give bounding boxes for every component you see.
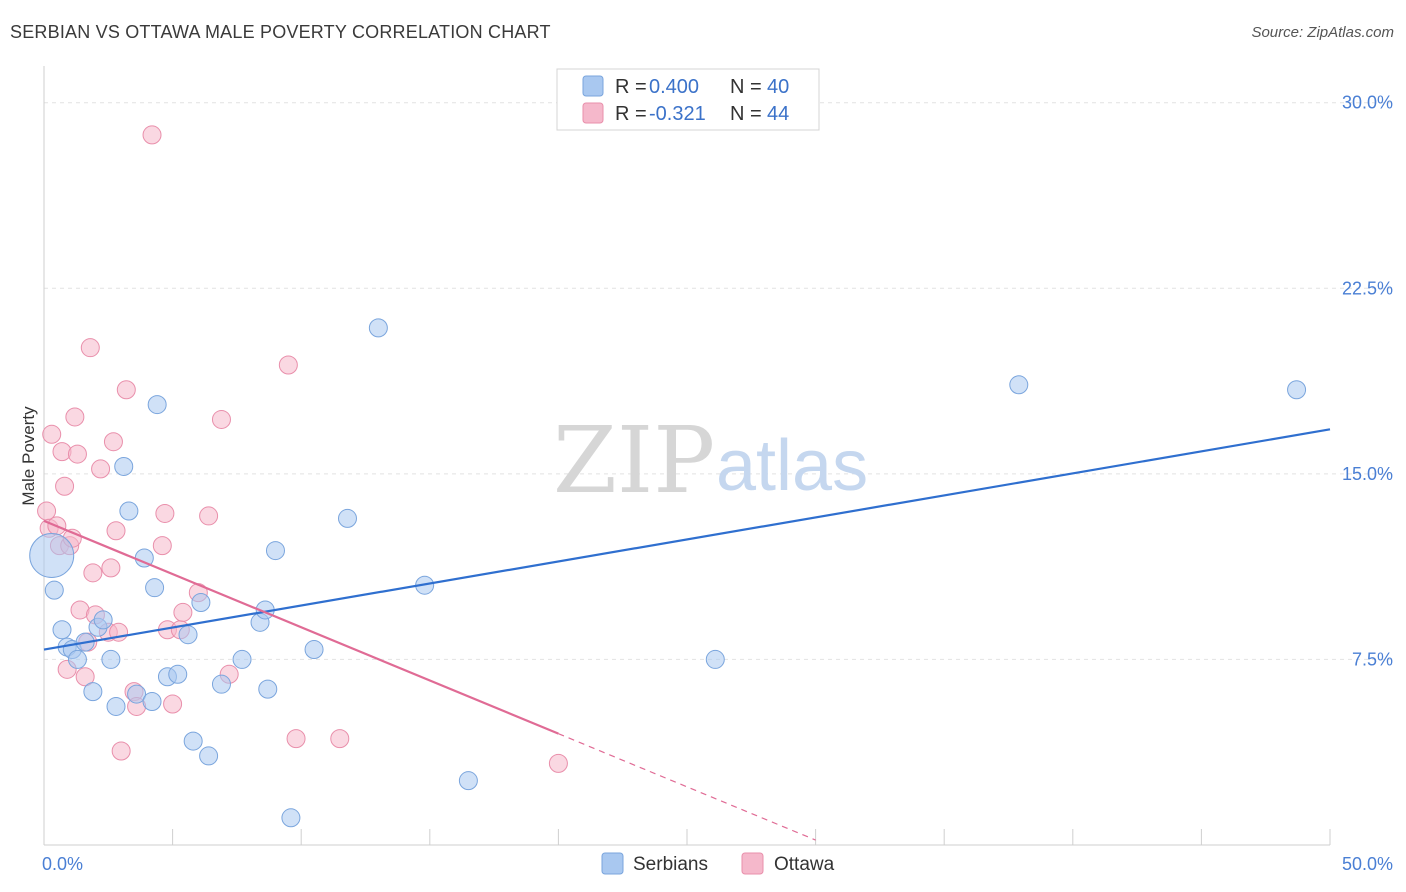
- watermark-zip: ZIP: [553, 407, 715, 514]
- watermark: ZIP atlas: [553, 407, 868, 514]
- serbians-n-label: N =: [730, 76, 762, 98]
- y-tick-label-2: 22.5%: [1342, 278, 1393, 298]
- y-tick-labels: 7.5% 15.0% 22.5% 30.0%: [1342, 93, 1393, 670]
- ottawa-point-28: [142, 125, 162, 145]
- ottawa-point-20: [101, 558, 121, 578]
- serbians-point-18: [147, 395, 167, 415]
- ottawa-point-6: [55, 476, 75, 496]
- x-tick-label-1: 50.0%: [1342, 854, 1393, 874]
- serbians-point-29: [258, 679, 278, 699]
- x-tick-labels: 0.0% 50.0%: [42, 854, 1393, 874]
- y-tick-label-1: 15.0%: [1342, 464, 1393, 484]
- ottawa-point-29: [152, 536, 172, 556]
- serbians-point-39: [1287, 380, 1307, 400]
- serbians-point-32: [304, 640, 324, 660]
- ottawa-point-25: [116, 380, 136, 400]
- serbians-point-20: [168, 664, 188, 684]
- legend-ottawa-label: Ottawa: [774, 854, 835, 875]
- ottawa-point-37: [211, 409, 231, 429]
- ottawa-point-22: [106, 521, 126, 541]
- x-tick-label-0: 0.0%: [42, 854, 83, 874]
- serbians-point-7: [83, 682, 103, 702]
- legend-serbians-swatch: [601, 852, 624, 875]
- serbians-point-37: [705, 649, 725, 669]
- legend-serbians-label: Serbians: [633, 854, 708, 875]
- ottawa-point-42: [548, 753, 568, 773]
- ottawa-point-21: [103, 432, 123, 452]
- serbians-trend-line: [43, 428, 1331, 651]
- ottawa-trend-extension: [558, 733, 816, 841]
- serbians-point-13: [119, 501, 139, 521]
- ottawa-r-value: -0.321: [649, 103, 706, 125]
- serbians-point-0: [29, 533, 75, 579]
- ottawa-point-39: [278, 355, 298, 375]
- ottawa-n-value: 44: [767, 103, 789, 125]
- grid-lines: [44, 102, 1394, 660]
- ottawa-point-15: [80, 338, 100, 358]
- series-legend: Serbians Ottawa: [601, 852, 835, 875]
- serbians-point-31: [281, 808, 301, 828]
- ottawa-point-40: [286, 729, 306, 749]
- ottawa-n-label: N =: [730, 103, 762, 125]
- serbians-point-23: [191, 593, 211, 613]
- chart-source: Source: ZipAtlas.com: [1251, 24, 1394, 41]
- serbians-point-38: [1009, 375, 1029, 395]
- ottawa-point-16: [83, 563, 103, 583]
- ottawa-point-34: [173, 602, 193, 622]
- serbians-point-16: [142, 691, 162, 711]
- ottawa-point-30: [155, 503, 175, 523]
- serbians-point-24: [199, 746, 219, 766]
- serbians-point-12: [114, 456, 134, 476]
- serbians-point-1: [44, 580, 64, 600]
- trend-lines: [43, 428, 1331, 841]
- y-axis-label: Male Poverty: [19, 406, 38, 506]
- serbians-r-value: 0.400: [649, 76, 699, 98]
- serbians-point-2: [52, 620, 72, 640]
- y-tick-label-3: 30.0%: [1342, 93, 1393, 113]
- ottawa-point-36: [199, 506, 219, 526]
- serbians-point-25: [211, 674, 231, 694]
- serbians-point-5: [67, 649, 87, 669]
- serbians-point-30: [265, 541, 285, 561]
- serbians-point-21: [178, 625, 198, 645]
- ottawa-point-13: [75, 667, 95, 687]
- ottawa-point-41: [330, 729, 350, 749]
- ottawa-point-2: [42, 424, 62, 444]
- serbians-point-36: [458, 771, 478, 791]
- serbians-points: [29, 318, 1307, 828]
- legend-ottawa-swatch: [741, 852, 764, 875]
- watermark-atlas: atlas: [716, 426, 868, 506]
- ottawa-trend-line: [43, 519, 559, 735]
- stats-legend: R = 0.400 N = 40 R = -0.321 N = 44: [556, 68, 820, 131]
- serbians-r-label: R =: [615, 76, 647, 98]
- serbians-point-33: [337, 508, 357, 528]
- ottawa-points: [37, 125, 568, 773]
- serbians-point-14: [127, 684, 147, 704]
- ottawa-point-10: [65, 407, 85, 427]
- serbians-point-34: [368, 318, 388, 338]
- serbians-n-value: 40: [767, 76, 789, 98]
- serbians-point-26: [232, 649, 252, 669]
- ottawa-point-24: [111, 741, 131, 761]
- ottawa-r-label: R =: [615, 103, 647, 125]
- axes: [43, 66, 1331, 846]
- ottawa-point-11: [67, 444, 87, 464]
- ottawa-point-18: [91, 459, 111, 479]
- serbians-point-11: [106, 696, 126, 716]
- serbians-point-22: [183, 731, 203, 751]
- serbians-point-9: [93, 610, 113, 630]
- serbians-point-10: [101, 649, 121, 669]
- chart-title: SERBIAN VS OTTAWA MALE POVERTY CORRELATI…: [10, 22, 551, 42]
- serbians-point-17: [145, 578, 165, 598]
- ottawa-swatch: [582, 102, 604, 124]
- serbians-swatch: [582, 75, 604, 97]
- y-tick-label-0: 7.5%: [1352, 649, 1393, 669]
- ottawa-point-32: [163, 694, 183, 714]
